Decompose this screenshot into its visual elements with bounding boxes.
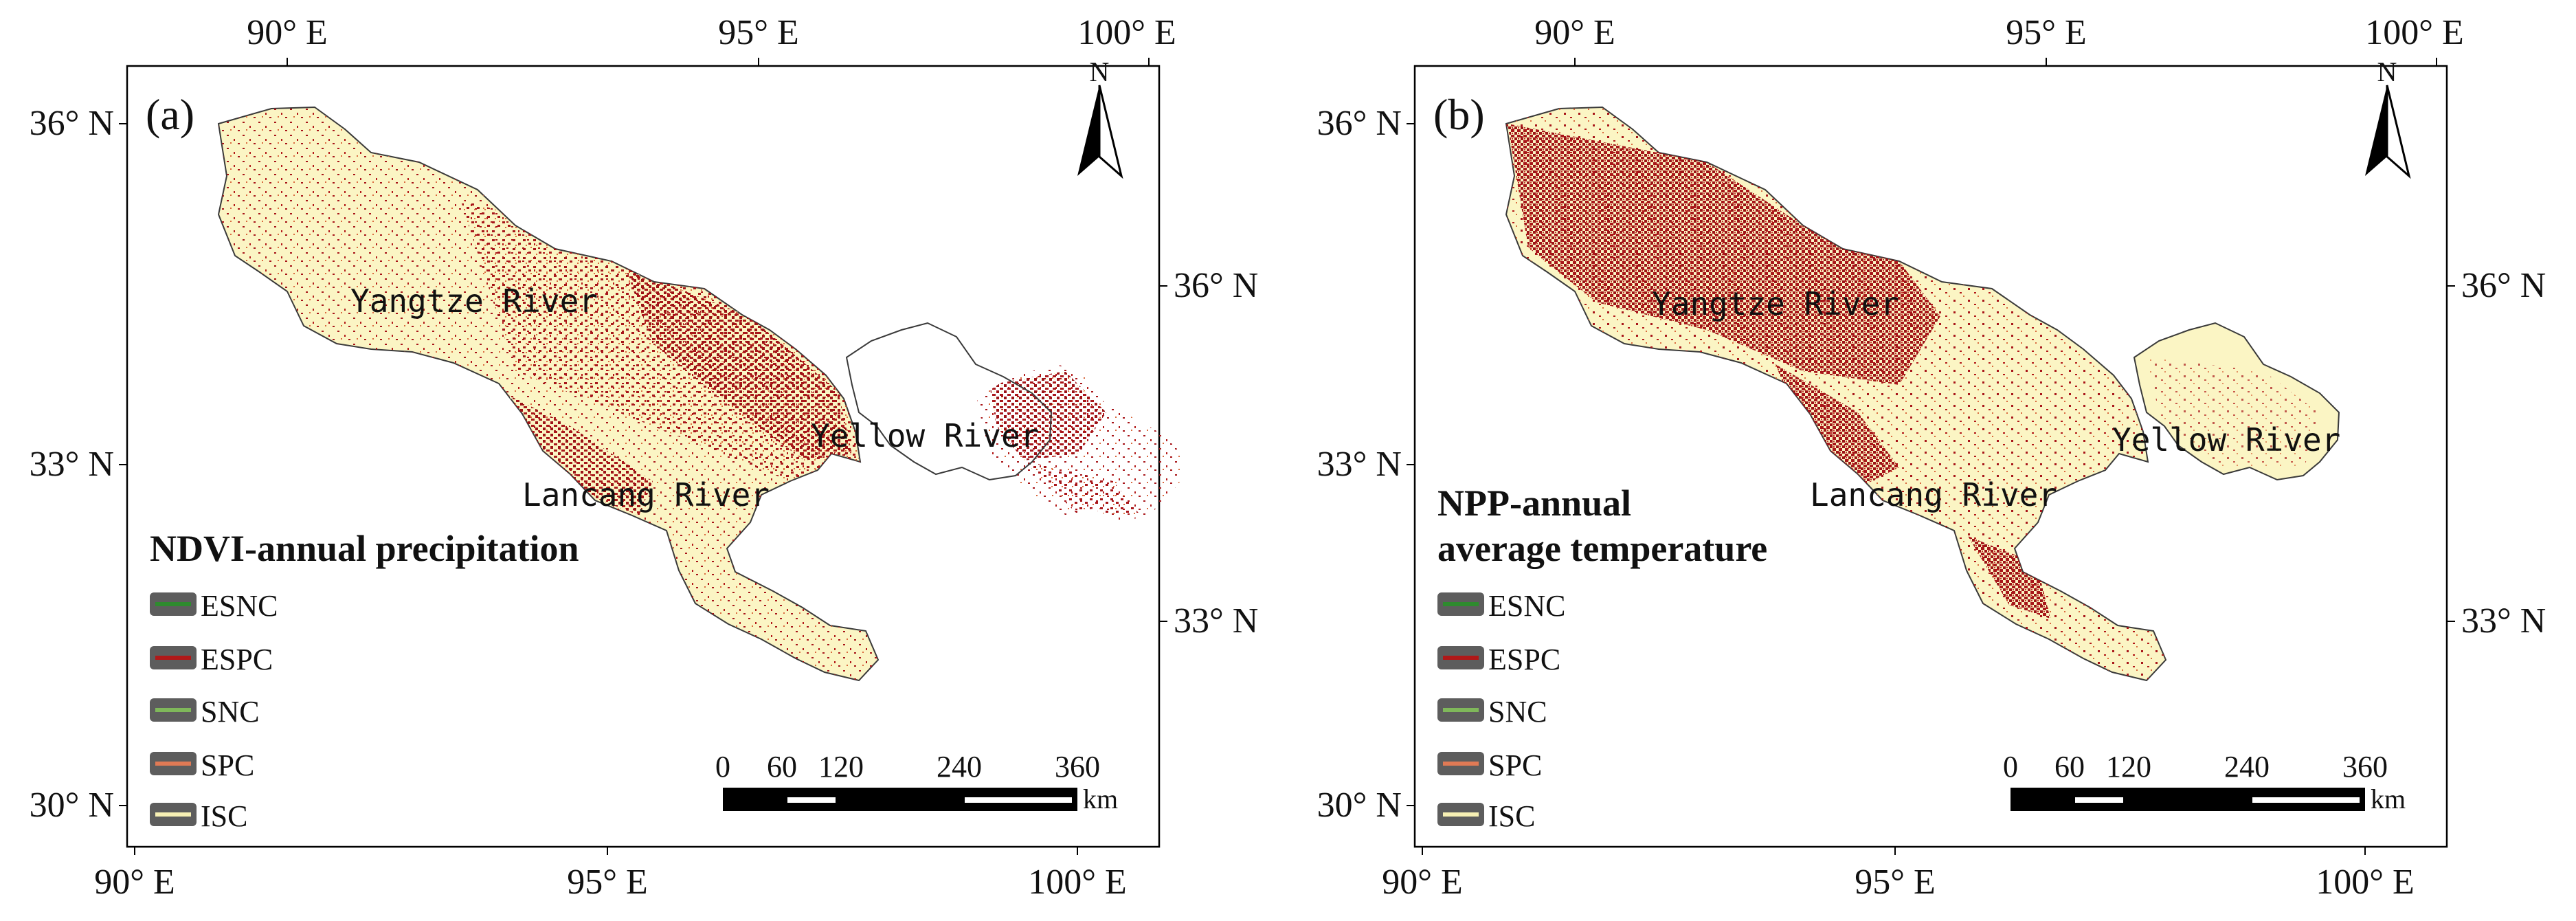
svg-text:ESPC: ESPC xyxy=(1488,643,1560,676)
legend-item-spc: SPC xyxy=(150,748,254,782)
legend-item-isc: ISC xyxy=(150,799,247,833)
river-label-yangtze: Yangtze River xyxy=(350,282,598,320)
legend-item-spc: SPC xyxy=(1437,748,1542,782)
svg-text:360: 360 xyxy=(2342,750,2388,784)
panel-a: 90° E 95° E 100° E 90° E 95° E 100° E 36… xyxy=(30,13,1259,902)
svg-text:SNC: SNC xyxy=(1488,695,1547,729)
svg-text:120: 120 xyxy=(818,750,864,784)
top-lon-label: 95° E xyxy=(2006,13,2087,52)
scale-bar: 0 60 120 240 360 km xyxy=(2003,750,2406,814)
svg-text:ESPC: ESPC xyxy=(201,643,273,676)
svg-text:60: 60 xyxy=(767,750,797,784)
panel-b: 90° E 95° E 100° E 90° E 95° E 100° E 36… xyxy=(1288,0,2575,921)
legend-title: NDVI-annual precipitation xyxy=(150,528,579,569)
north-label: N xyxy=(1090,56,1110,87)
river-label-lancang: Lancang River xyxy=(1810,476,2057,513)
scale-bar: 0 60 120 240 360 km xyxy=(715,750,1118,814)
north-label: N xyxy=(2377,56,2397,87)
top-lon-label: 100° E xyxy=(2365,13,2464,52)
legend-item-snc: SNC xyxy=(150,695,260,729)
bottom-lon-ticks xyxy=(134,847,1078,855)
north-arrow-icon xyxy=(1077,85,1123,179)
basin-map xyxy=(1505,106,2340,682)
top-lon-ticks xyxy=(287,58,1150,66)
left-lat-label: 30° N xyxy=(1317,786,1402,825)
bottom-lon-label: 90° E xyxy=(1382,863,1463,902)
svg-text:SPC: SPC xyxy=(201,748,254,782)
svg-text:ISC: ISC xyxy=(1488,799,1535,833)
svg-text:ISC: ISC xyxy=(201,799,247,833)
panel-label: (a) xyxy=(146,90,194,139)
legend-item-esnc: ESNC xyxy=(1437,589,1565,623)
top-lon-label: 100° E xyxy=(1077,13,1176,52)
top-lon-label: 90° E xyxy=(1534,13,1615,52)
right-lat-label: 33° N xyxy=(1174,601,1258,641)
right-lat-ticks xyxy=(1159,285,1167,622)
panel-label: (b) xyxy=(1433,90,1485,139)
svg-text:SNC: SNC xyxy=(201,695,260,729)
bottom-lon-label: 100° E xyxy=(2316,863,2415,902)
river-label-yellow: Yellow River xyxy=(811,417,1039,454)
svg-text:360: 360 xyxy=(1055,750,1100,784)
left-lat-label: 33° N xyxy=(30,445,114,484)
svg-text:240: 240 xyxy=(937,750,982,784)
legend-title: NPP-annual xyxy=(1437,482,1631,524)
legend-item-isc: ISC xyxy=(1437,799,1535,833)
river-label-lancang: Lancang River xyxy=(522,476,770,513)
svg-text:ESNC: ESNC xyxy=(1488,589,1565,623)
legend: ESNC ESPC SNC SPC ISC xyxy=(150,589,278,833)
left-lat-label: 36° N xyxy=(1317,104,1402,143)
left-lat-ticks xyxy=(119,123,127,806)
svg-text:0: 0 xyxy=(2003,750,2018,784)
left-lat-ticks xyxy=(1407,123,1415,806)
legend-item-snc: SNC xyxy=(1437,695,1547,729)
right-lat-label: 36° N xyxy=(1174,266,1258,305)
legend: ESNC ESPC SNC SPC ISC xyxy=(1437,589,1565,833)
top-lon-ticks xyxy=(1574,58,2437,66)
svg-text:120: 120 xyxy=(2106,750,2151,784)
svg-text:SPC: SPC xyxy=(1488,748,1542,782)
river-label-yellow: Yellow River xyxy=(2112,421,2340,458)
svg-text:km: km xyxy=(1083,784,1118,814)
svg-text:0: 0 xyxy=(715,750,730,784)
map-frame xyxy=(1413,65,2448,848)
right-lat-label: 36° N xyxy=(2461,266,2546,305)
top-lon-label: 90° E xyxy=(247,13,328,52)
svg-text:km: km xyxy=(2371,784,2406,814)
left-lat-label: 33° N xyxy=(1317,445,1402,484)
top-lon-label: 95° E xyxy=(718,13,799,52)
legend-title: average temperature xyxy=(1437,528,1767,569)
bottom-lon-label: 95° E xyxy=(567,863,648,902)
bottom-lon-label: 100° E xyxy=(1028,863,1127,902)
bottom-lon-ticks xyxy=(1422,847,2366,855)
legend-item-espc: ESPC xyxy=(150,643,273,676)
legend-item-espc: ESPC xyxy=(1437,643,1560,676)
right-lat-ticks xyxy=(2447,285,2455,622)
north-arrow-icon xyxy=(2365,85,2411,179)
river-label-yangtze: Yangtze River xyxy=(1652,285,1899,322)
legend-item-esnc: ESNC xyxy=(150,589,278,623)
bottom-lon-label: 95° E xyxy=(1855,863,1936,902)
svg-text:60: 60 xyxy=(2054,750,2085,784)
right-lat-label: 33° N xyxy=(2461,601,2546,641)
left-lat-label: 36° N xyxy=(30,104,114,143)
svg-text:ESNC: ESNC xyxy=(201,589,278,623)
svg-text:240: 240 xyxy=(2224,750,2270,784)
left-lat-label: 30° N xyxy=(30,786,114,825)
bottom-lon-label: 90° E xyxy=(94,863,175,902)
